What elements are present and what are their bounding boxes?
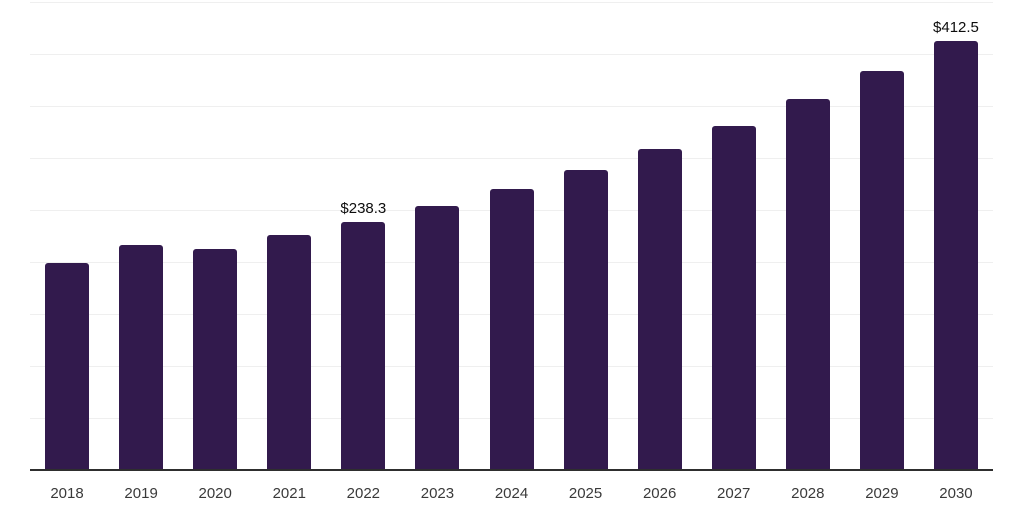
bar-2025 — [563, 169, 608, 470]
data-label-2022: $238.3 — [340, 199, 387, 217]
bar-2027 — [711, 126, 756, 470]
x-tick-2021: 2021 — [272, 485, 306, 502]
x-tick-2027: 2027 — [717, 485, 751, 502]
x-tick-2025: 2025 — [568, 485, 603, 502]
x-tick-2023: 2023 — [420, 485, 455, 502]
plot-area: $238.3 $412.5 — [30, 2, 993, 470]
x-axis: 2018 2019 2020 2021 2022 2023 2024 2025 2026 2027… — [30, 470, 993, 512]
gridline-300 — [30, 158, 993, 159]
x-tick-2020: 2020 — [198, 485, 232, 502]
data-label-2030: $412.5 — [933, 18, 979, 36]
bar-2028 — [785, 99, 830, 470]
bar-2023 — [415, 206, 460, 470]
bar-2018 — [45, 262, 90, 470]
gridline-400 — [30, 54, 993, 55]
bar-2026 — [637, 148, 682, 470]
x-tick-2029: 2029 — [865, 485, 899, 502]
bar-2030 — [933, 41, 978, 470]
bar-2024 — [489, 188, 534, 470]
bar-2019 — [119, 244, 164, 470]
bar-2022 — [341, 222, 386, 470]
gridline-450 — [30, 2, 993, 3]
x-tick-2024: 2024 — [494, 485, 529, 502]
x-tick-2026: 2026 — [642, 485, 677, 502]
x-axis-line — [30, 469, 993, 471]
x-tick-2019: 2019 — [124, 485, 158, 502]
x-tick-2018: 2018 — [50, 485, 84, 502]
bar-2021 — [267, 235, 312, 470]
bar-2029 — [859, 71, 904, 470]
x-tick-2030: 2030 — [939, 485, 973, 502]
x-tick-2028: 2028 — [791, 485, 825, 502]
gridline-350 — [30, 106, 993, 107]
x-tick-2022: 2022 — [346, 485, 381, 502]
bar-2020 — [193, 248, 238, 470]
